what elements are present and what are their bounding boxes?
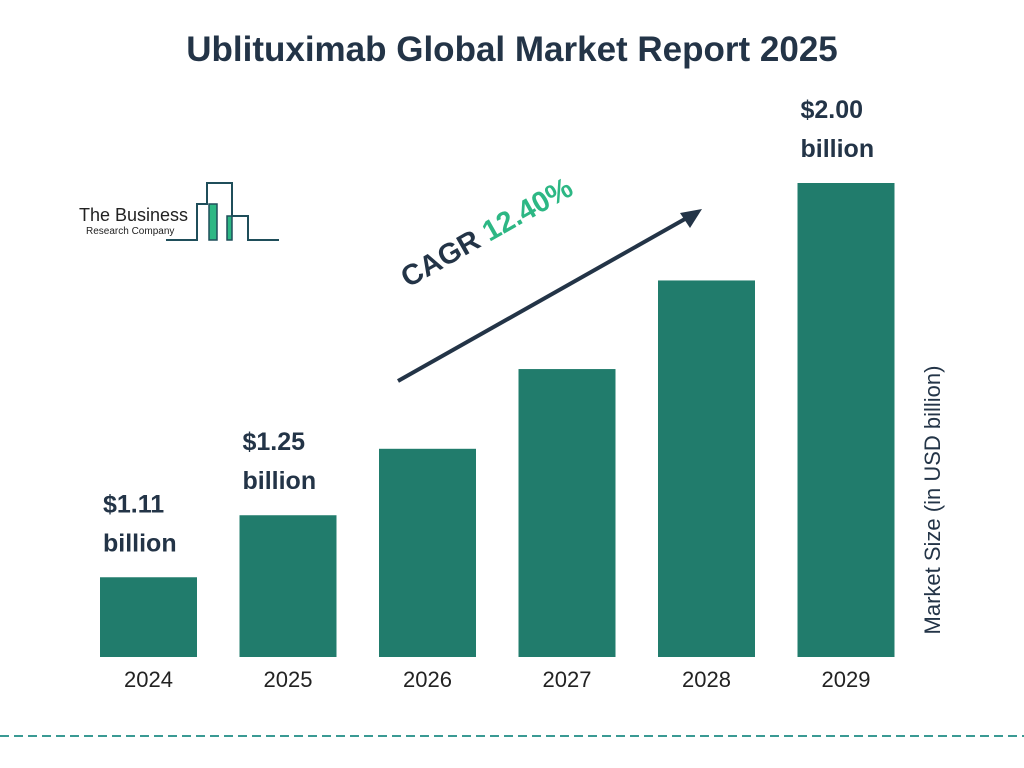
x-tick-label: 2024 — [124, 667, 173, 692]
data-label: billion — [801, 135, 875, 163]
logo-bar — [226, 215, 233, 241]
bar-2028 — [658, 280, 755, 657]
x-tick-label: 2025 — [264, 667, 313, 692]
bar-2027 — [518, 369, 616, 657]
data-label: $2.00 — [801, 96, 864, 124]
data-label: $1.11 — [103, 490, 164, 518]
x-tick-label: 2027 — [543, 667, 592, 692]
bar-2024 — [100, 577, 197, 657]
cagr-arrow — [397, 209, 702, 383]
data-label: $1.25 — [243, 428, 306, 456]
bar-2025 — [239, 515, 337, 657]
logo-text: The Business — [79, 205, 189, 225]
data-label: billion — [243, 467, 317, 495]
data-label: billion — [103, 529, 177, 557]
x-tick-label: 2026 — [403, 667, 452, 692]
bar-2029 — [797, 183, 895, 657]
logo-graphic — [166, 182, 279, 241]
chart-title: Ublituximab Global Market Report 2025 — [186, 30, 838, 69]
y-axis-label: Market Size (in USD billion) — [920, 365, 945, 635]
logo-bar — [208, 203, 218, 241]
logo-outline — [166, 182, 279, 241]
x-tick-label: 2029 — [822, 667, 871, 692]
x-tick-label: 2028 — [682, 667, 731, 692]
logo-subtext: Research Company — [86, 226, 175, 237]
bar-2026 — [379, 448, 476, 657]
